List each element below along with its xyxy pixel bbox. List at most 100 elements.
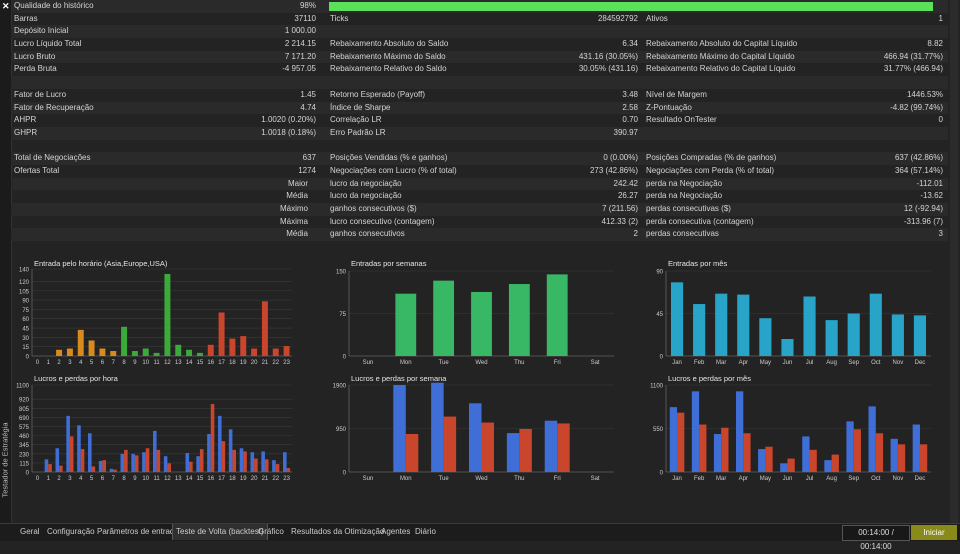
time-display: 00:14:00 / 00:14:00	[842, 525, 910, 551]
report-cell-v1: 1.0018 (0.18%)	[261, 127, 316, 137]
report-cell-c2: lucro da negociação	[330, 191, 402, 201]
x-tick-label: 5	[90, 360, 94, 366]
bar	[66, 348, 73, 356]
bar	[251, 348, 258, 356]
y-tick-label: 0	[660, 471, 664, 477]
y-tick-label: 90	[656, 270, 663, 276]
bar-loss	[102, 460, 106, 472]
vertical-scrollbar[interactable]	[950, 0, 958, 523]
report-cell-v1: 37110	[294, 13, 316, 23]
x-tick-label: 20	[251, 360, 258, 366]
chart-4: Lucros e perdas por semana 0 950 1900 Sun Mon…	[333, 374, 614, 482]
report-cell-c1: Barras	[14, 13, 38, 23]
report-cell-v1: -4 957.05	[282, 64, 316, 74]
x-tick-label: 17	[218, 360, 225, 366]
x-tick-label: Aug	[826, 476, 837, 482]
tab-3[interactable]: Teste de Volta (backtest)	[172, 524, 268, 540]
x-tick-label: 3	[68, 476, 72, 482]
bar-loss	[743, 433, 751, 472]
bar-profit	[544, 420, 558, 472]
y-tick-label: 950	[336, 427, 347, 433]
bar	[508, 284, 530, 356]
y-tick-label: 75	[339, 312, 346, 318]
x-tick-label: 4	[79, 360, 83, 366]
bar-profit	[846, 421, 854, 472]
report-cell-c3: perda na Negociação	[646, 178, 723, 188]
x-tick-label: 19	[240, 360, 247, 366]
y-tick-label: 0	[343, 355, 347, 361]
bar	[218, 312, 225, 356]
x-tick-label: 10	[142, 360, 149, 366]
x-tick-label: Jul	[806, 360, 814, 366]
chart-title: Entradas por mês	[668, 259, 727, 268]
tab-4[interactable]: Gráfico	[258, 527, 284, 536]
x-tick-label: Sat	[591, 476, 600, 482]
tab-1[interactable]: Configuração	[47, 527, 95, 536]
report-cell-c3: Negociações com Perda (% of total)	[646, 165, 775, 175]
start-button[interactable]: Iniciar	[911, 525, 957, 540]
report-cell-v2: 0 (0.00%)	[603, 153, 638, 163]
bar	[395, 293, 417, 356]
tab-0[interactable]: Geral	[20, 527, 40, 536]
x-tick-label: 7	[112, 360, 116, 366]
report-cell-c2: Rebaixamento Relativo do Saldo	[330, 64, 447, 74]
chart-title: Entradas por semanas	[351, 259, 427, 268]
report-cell-c2: Erro Padrão LR	[330, 127, 386, 137]
x-tick-label: Wed	[475, 476, 487, 482]
bar-loss	[221, 441, 226, 472]
bar	[869, 293, 882, 356]
bar	[164, 273, 171, 356]
tab-5[interactable]: Resultados da Otimização	[291, 527, 385, 536]
report-cell-c3: Ativos	[646, 13, 668, 23]
bar-loss	[481, 422, 494, 472]
x-tick-label: Tue	[439, 360, 450, 366]
tab-2[interactable]: Parâmetros de entrada	[97, 527, 179, 536]
x-tick-label: 6	[101, 360, 105, 366]
report-cell-c1: Ofertas Total	[14, 165, 60, 175]
x-tick-label: 10	[142, 476, 149, 482]
report-cell-c2: Ticks	[330, 13, 349, 23]
report-cell-c2: lucro da negociação	[330, 178, 402, 188]
report-cell-v2: 0.70	[622, 115, 638, 125]
y-tick-label: 460	[19, 434, 30, 440]
report-cell-v3: 637 (42.86%)	[894, 153, 943, 163]
y-tick-label: 120	[19, 280, 30, 286]
y-tick-label: 15	[22, 345, 29, 351]
report-cell-c2: lucro consecutivo (contagem)	[330, 216, 435, 226]
chart-0: Entrada pelo horário (Asia,Europe,USA) 0 1…	[19, 259, 292, 366]
bar	[781, 339, 794, 356]
bar-loss	[59, 465, 63, 472]
report-cell-c3: perda consecutiva (contagem)	[646, 216, 754, 226]
x-tick-label: Jun	[783, 360, 793, 366]
x-tick-label: Mar	[716, 476, 726, 482]
bar-profit	[469, 403, 482, 472]
bar-profit	[669, 407, 678, 472]
bar	[142, 348, 149, 356]
report-cell-v2: 6.34	[622, 39, 638, 49]
tab-bar: Geral Configuração Parâmetros de entrada Te…	[0, 523, 960, 551]
x-tick-label: Sep	[848, 476, 859, 482]
report-cell-v2: 2.58	[622, 102, 638, 112]
x-tick-label: 1	[47, 360, 51, 366]
report-cell-v2: 30.05% (431.16)	[578, 64, 638, 74]
chart-1: Entradas por semanas 0 75 150 Sun Mon Tue Wed Th…	[336, 259, 614, 366]
report-row: Lucro Bruto 7 171.20 Rebaixamento Máximo d…	[11, 50, 948, 64]
y-tick-label: 0	[660, 355, 664, 361]
tab-7[interactable]: Diário	[415, 527, 436, 536]
close-icon[interactable]: ✕	[2, 1, 10, 11]
y-tick-label: 30	[22, 336, 29, 342]
x-tick-label: 21	[262, 360, 269, 366]
y-tick-label: 150	[336, 270, 347, 276]
quality-label: Qualidade do histórico	[14, 1, 94, 10]
bar-loss	[145, 448, 150, 472]
report-cell-v3: 31.77% (466.94)	[883, 64, 943, 74]
bar	[110, 351, 117, 356]
bar-loss	[721, 427, 729, 472]
x-tick-label: 22	[272, 476, 279, 482]
bar-profit	[802, 436, 810, 472]
report-row	[11, 140, 948, 153]
x-tick-label: Sun	[363, 476, 374, 482]
tab-6[interactable]: Agentes	[381, 527, 411, 536]
x-tick-label: Dec	[915, 360, 926, 366]
x-tick-label: Nov	[893, 360, 904, 366]
